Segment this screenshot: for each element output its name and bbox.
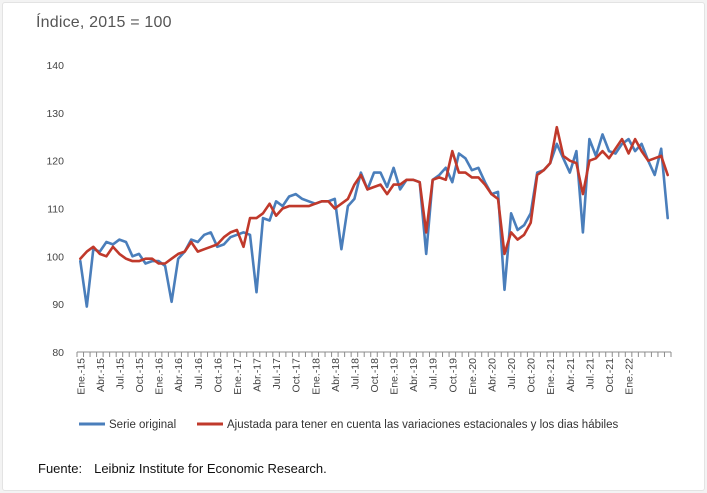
y-tick-label: 130 bbox=[46, 108, 64, 120]
legend-label-original: Serie original bbox=[109, 419, 176, 431]
x-tick-label: Ene.-16 bbox=[154, 358, 166, 395]
y-tick-label: 80 bbox=[52, 347, 64, 359]
y-tick-label: 110 bbox=[47, 204, 64, 216]
x-tick-label: Ene.-19 bbox=[389, 358, 401, 395]
y-tick-label: 100 bbox=[46, 251, 64, 263]
x-tick-label: Oct.-18 bbox=[369, 358, 381, 393]
x-tick-label: Jul.-20 bbox=[506, 358, 518, 390]
legend-label-adjusted: Ajustada para tener en cuenta las variac… bbox=[227, 419, 618, 431]
x-tick-label: Oct.-19 bbox=[447, 358, 459, 393]
x-tick-label: Jul.-15 bbox=[114, 358, 126, 390]
x-tick-label: Abr.-17 bbox=[252, 358, 264, 392]
y-axis-unit-label: Índice, 2015 = 100 bbox=[36, 14, 172, 31]
x-tick-label: Ene.-21 bbox=[545, 358, 557, 395]
x-tick-label: Abr.-20 bbox=[486, 358, 498, 392]
x-tick-label: Jul.-21 bbox=[584, 358, 596, 390]
y-tick-label: 120 bbox=[46, 156, 64, 168]
x-tick-label: Ene.-22 bbox=[624, 358, 636, 395]
x-tick-label: Oct.-21 bbox=[604, 358, 616, 393]
source-note: Fuente: Leibniz Institute for Economic Re… bbox=[38, 461, 327, 476]
axes: 80 90 100 110 120 130 140 Ene.-15 Abr.-15 Jul.-15… bbox=[46, 60, 672, 395]
legend: Serie original Ajustada para tener en cue… bbox=[79, 419, 618, 431]
x-tick-label: Abr.-16 bbox=[173, 358, 185, 392]
x-tick-label: Ene.-20 bbox=[467, 358, 479, 395]
x-tick-label: Ene.-17 bbox=[232, 358, 244, 395]
x-tick-label: Ene.-15 bbox=[75, 358, 87, 395]
series-line-adjusted bbox=[79, 125, 670, 265]
x-tick-label: Ene.-18 bbox=[310, 358, 322, 395]
x-tick-label: Oct.-20 bbox=[526, 358, 538, 393]
x-tick-label: Jul.-18 bbox=[349, 358, 361, 390]
x-tick-label: Oct.-16 bbox=[212, 358, 224, 393]
x-tick-label: Jul.-17 bbox=[271, 358, 283, 390]
series-lines bbox=[79, 125, 670, 308]
x-tick-label: Abr.-21 bbox=[565, 358, 577, 392]
y-tick-label: 140 bbox=[46, 60, 64, 72]
x-tick-label: Jul.-19 bbox=[428, 358, 440, 390]
x-tick-label: Oct.-15 bbox=[134, 358, 146, 393]
x-tick-label: Abr.-18 bbox=[330, 358, 342, 392]
y-tick-label: 90 bbox=[52, 299, 64, 311]
x-tick-label: Oct.-17 bbox=[291, 358, 303, 393]
x-tick-label: Abr.-15 bbox=[95, 358, 107, 392]
series-line-original bbox=[79, 133, 670, 308]
source-text: Leibniz Institute for Economic Research. bbox=[94, 461, 327, 476]
x-tick-label: Abr.-19 bbox=[408, 358, 420, 392]
source-label: Fuente: bbox=[38, 461, 83, 476]
x-tick-label: Jul.-16 bbox=[193, 358, 205, 390]
